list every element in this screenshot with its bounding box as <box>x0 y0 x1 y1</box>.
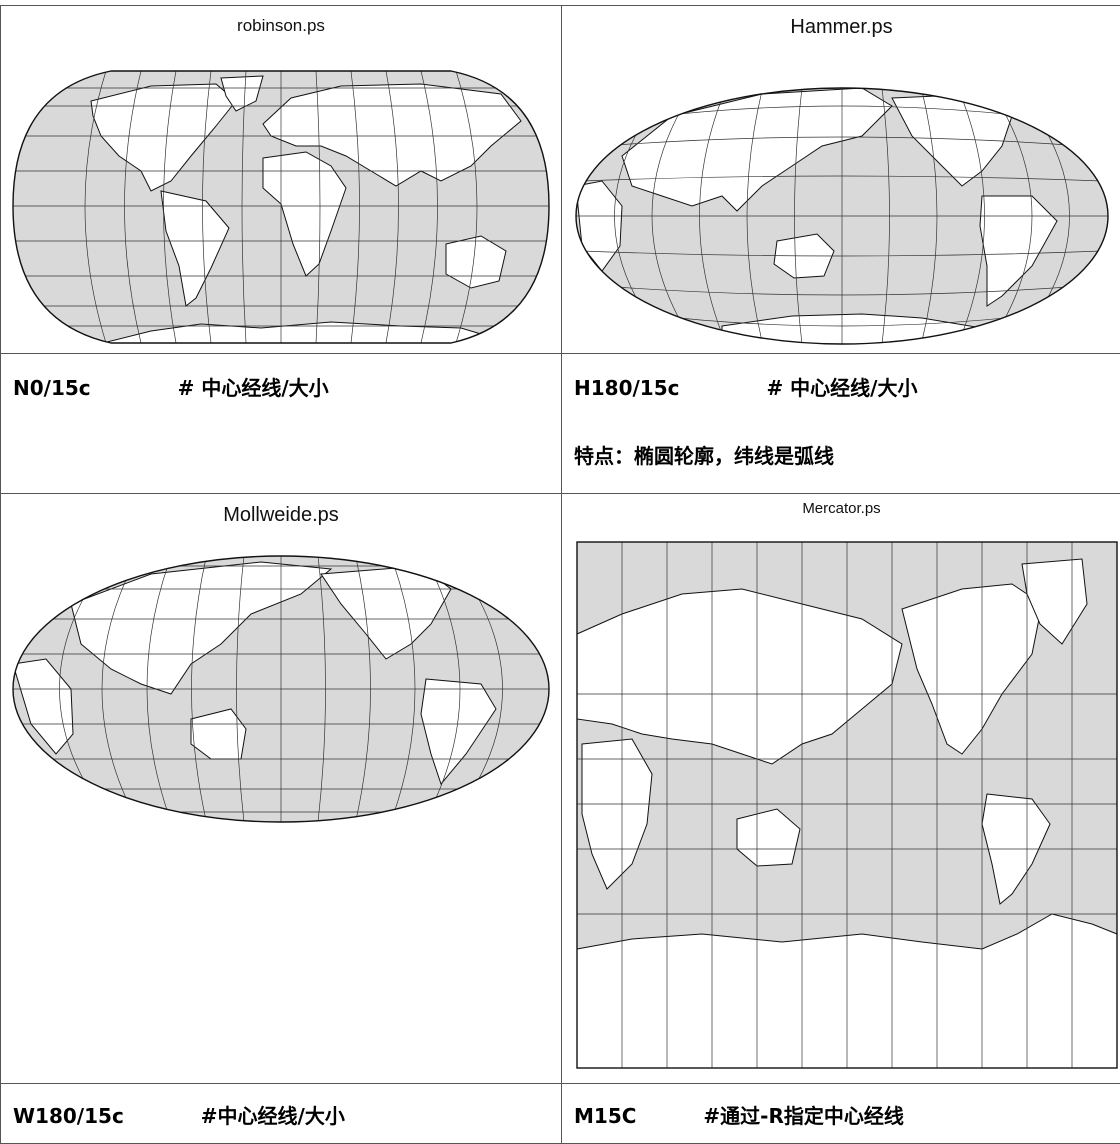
hammer-map-cell: Hammer.ps <box>562 6 1120 354</box>
robinson-map-cell: robinson.ps <box>1 6 562 354</box>
mollweide-projection-code: W180/15c <box>13 1102 124 1130</box>
mercator-map-cell: Mercator.ps <box>562 494 1120 1084</box>
robinson-projection-comment: # 中心经线/大小 <box>178 374 329 402</box>
mercator-map <box>562 494 1120 1084</box>
mollweide-projection-comment: #中心经线/大小 <box>201 1102 345 1130</box>
hammer-projection-code: H180/15c <box>574 374 679 402</box>
mollweide-caption-cell: W180/15c #中心经线/大小 <box>1 1084 562 1144</box>
projection-comparison-table: robinson.ps <box>0 5 1120 1144</box>
mercator-projection-comment: #通过-R指定中心经线 <box>703 1102 903 1130</box>
robinson-caption-cell: N0/15c # 中心经线/大小 <box>1 354 562 494</box>
mollweide-map <box>1 494 562 1084</box>
robinson-map <box>1 6 562 354</box>
mollweide-map-cell: Mollweide.ps <box>1 494 562 1084</box>
hammer-projection-note: 特点：椭圆轮廓，纬线是弧线 <box>574 442 1120 470</box>
hammer-caption-cell: H180/15c # 中心经线/大小 特点：椭圆轮廓，纬线是弧线 <box>562 354 1120 494</box>
robinson-projection-code: N0/15c <box>13 374 91 402</box>
mercator-projection-code: M15C <box>574 1102 636 1130</box>
hammer-map <box>562 6 1120 354</box>
mercator-caption-cell: M15C #通过-R指定中心经线 <box>562 1084 1120 1144</box>
hammer-projection-comment: # 中心经线/大小 <box>766 374 917 402</box>
